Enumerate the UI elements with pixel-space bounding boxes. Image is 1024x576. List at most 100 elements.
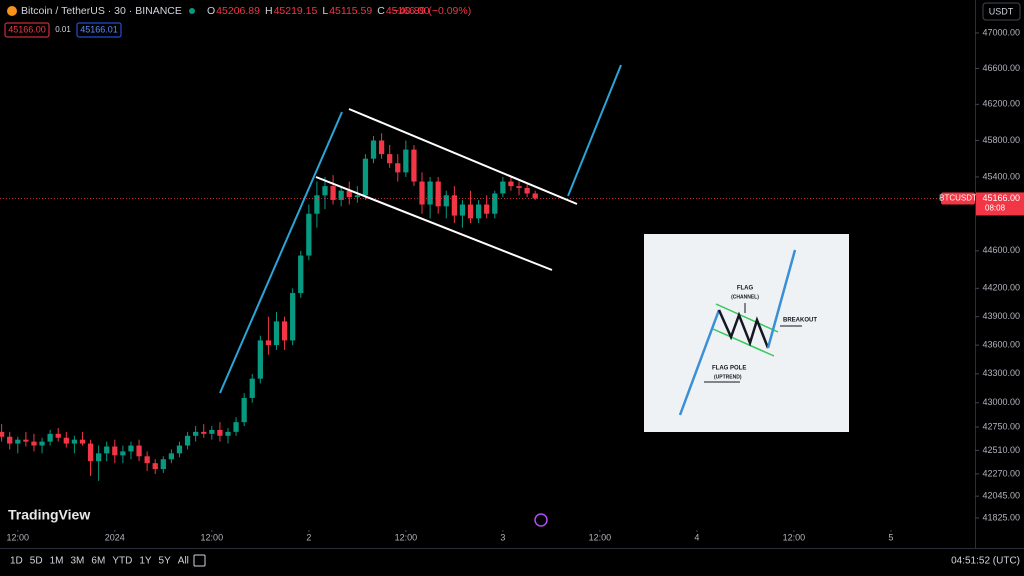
plot-area: 47000.00 46600.00 46200.00 45800.00 45400.00… <box>0 27 1024 542</box>
symbol-tag <box>941 192 975 205</box>
candle-body <box>451 195 457 216</box>
candle-body <box>435 181 441 207</box>
candle-body <box>233 422 239 432</box>
candle-body <box>403 149 409 173</box>
symbol-icon <box>7 6 17 16</box>
y-tick-label: 42750.00 <box>982 421 1020 431</box>
candle-body <box>265 340 272 346</box>
candle-body <box>209 429 215 434</box>
label-flag: FLAG <box>737 286 754 292</box>
spread: 0.01 <box>55 25 71 34</box>
candle-body <box>7 436 13 444</box>
range-button[interactable]: YTD <box>112 556 132 567</box>
candle-body <box>427 181 433 205</box>
diagram-breakout <box>766 249 797 349</box>
replay-icon[interactable] <box>534 513 548 527</box>
candle-body <box>96 453 102 462</box>
ohlc-value: 45206.89 <box>216 5 260 17</box>
symbol-tag-text: BTCUSDT <box>939 194 977 203</box>
x-tick-label: 2024 <box>105 532 125 542</box>
diagram-flag <box>717 309 770 349</box>
candle-body <box>104 446 110 454</box>
range-button[interactable]: All <box>178 556 189 567</box>
label-pole: FLAG POLE <box>712 366 746 372</box>
countdown: 08:08 <box>985 204 1006 213</box>
toolbar: 1D 5D 1M 3M 6M YTD 1Y 5Y All <box>10 556 189 567</box>
x-tick-label: 12:00 <box>589 532 612 542</box>
y-tick-label: 46600.00 <box>982 63 1020 73</box>
x-tick-label: 12:00 <box>201 532 224 542</box>
candle-body <box>322 186 328 196</box>
range-button[interactable]: 1D <box>10 556 23 567</box>
ohlc-key: L <box>322 5 328 17</box>
x-tick-label: 12:00 <box>395 532 418 542</box>
y-tick-label: 43600.00 <box>982 340 1020 350</box>
ohlc-value: 45219.15 <box>274 5 318 17</box>
x-tick-label: 4 <box>694 532 699 542</box>
y-tick-label: 45400.00 <box>982 171 1020 181</box>
symbol[interactable]: Bitcoin / TetherUS · 30 · BINANCE <box>21 5 182 17</box>
y-tick-label: 47000.00 <box>982 27 1020 37</box>
ask: 45166.01 <box>80 24 118 34</box>
sell-box[interactable] <box>4 22 50 38</box>
y-tick-label: 44600.00 <box>982 245 1020 255</box>
range-button[interactable]: 6M <box>91 556 105 567</box>
candle-body <box>500 181 506 194</box>
candle-body <box>346 190 352 198</box>
label-uptrend: (UPTREND) <box>714 374 742 380</box>
drawings <box>219 64 622 394</box>
candle-body <box>249 378 255 398</box>
candle-body <box>354 195 360 198</box>
currency-button[interactable] <box>982 2 1021 21</box>
candle-body <box>475 204 482 219</box>
breakout-line <box>567 64 622 197</box>
candle-body <box>492 193 498 214</box>
channel-bottom <box>315 176 553 271</box>
candle-body <box>419 181 425 205</box>
candle-body <box>281 321 288 341</box>
candle-body <box>241 397 247 423</box>
calendar-icon[interactable] <box>193 554 206 567</box>
label-breakout: BREAKOUT <box>783 318 817 324</box>
candle-body <box>257 340 263 379</box>
status-dot <box>189 8 195 14</box>
price-tag <box>976 192 1024 216</box>
candle-body <box>298 255 304 294</box>
candle-body <box>112 446 118 456</box>
candle-body <box>225 431 231 436</box>
range-button[interactable]: 1Y <box>139 556 152 567</box>
candle-body <box>55 433 61 438</box>
currency: USDT <box>989 6 1014 16</box>
candle-body <box>290 293 296 341</box>
diagram-pole <box>678 309 721 416</box>
range-button[interactable]: 1M <box>50 556 64 567</box>
ohlc-value: 45115.59 <box>329 5 372 17</box>
range-button[interactable]: 3M <box>71 556 85 567</box>
candle-body <box>160 459 166 470</box>
candle-body <box>484 204 490 214</box>
candle-body <box>532 193 538 199</box>
candle-body <box>47 433 53 442</box>
y-tick-label: 42270.00 <box>982 468 1020 478</box>
buy-box[interactable] <box>76 22 122 38</box>
candle-body <box>314 195 320 214</box>
candle-body <box>411 149 417 182</box>
candle-body <box>508 181 514 187</box>
x-tick-label: 2 <box>306 532 311 542</box>
candle-body <box>443 195 449 207</box>
range-button[interactable]: 5D <box>30 556 43 567</box>
flag-diagram: FLAG (CHANNEL) BREAKOUT FLAG POLE (UPTRE… <box>644 234 849 432</box>
range-button[interactable]: 5Y <box>159 556 172 567</box>
candle-body <box>39 441 45 446</box>
x-tick-label: 5 <box>888 532 893 542</box>
y-tick-label: 46200.00 <box>982 99 1020 109</box>
ohlc: O 45206.89 H 45219.15 L 45115.59 C 45166.00 <box>207 5 430 17</box>
x-tick-label: 12:00 <box>783 532 806 542</box>
channel-top <box>348 108 578 205</box>
candle-body <box>338 190 344 200</box>
y-tick-label: 44200.00 <box>982 283 1020 293</box>
candle-body <box>516 186 522 188</box>
